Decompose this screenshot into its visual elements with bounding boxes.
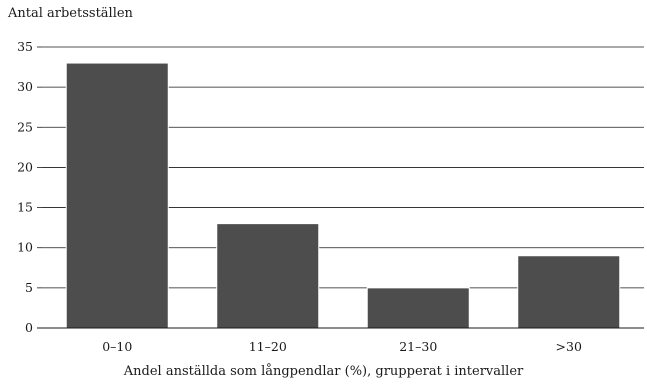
bars bbox=[65, 62, 621, 329]
x-axis-label: Andel anställda som långpendlar (%), gru… bbox=[123, 364, 524, 379]
y-tick-label: 0 bbox=[25, 320, 33, 335]
x-axis-ticks: 0–10 11–20 21–30 >30 bbox=[102, 339, 582, 354]
bar bbox=[65, 62, 169, 329]
bar bbox=[366, 287, 470, 329]
x-tick-label: 11–20 bbox=[249, 339, 287, 354]
y-tick-label: 15 bbox=[17, 200, 33, 215]
y-tick-label: 10 bbox=[17, 240, 33, 255]
y-tick-label: 25 bbox=[17, 119, 33, 134]
y-tick-label: 35 bbox=[17, 39, 33, 54]
bar bbox=[517, 255, 621, 329]
x-tick-label: >30 bbox=[556, 339, 582, 354]
y-tick-label: 20 bbox=[17, 159, 33, 174]
bar bbox=[216, 223, 320, 329]
y-axis-ticks: 0 5 10 15 20 25 30 35 bbox=[17, 39, 42, 335]
y-tick-label: 30 bbox=[17, 79, 33, 94]
y-tick-label: 5 bbox=[25, 280, 33, 295]
x-tick-label: 0–10 bbox=[102, 339, 132, 354]
x-tick-label: 21–30 bbox=[399, 339, 437, 354]
y-axis-label: Antal arbetsställen bbox=[8, 6, 133, 21]
